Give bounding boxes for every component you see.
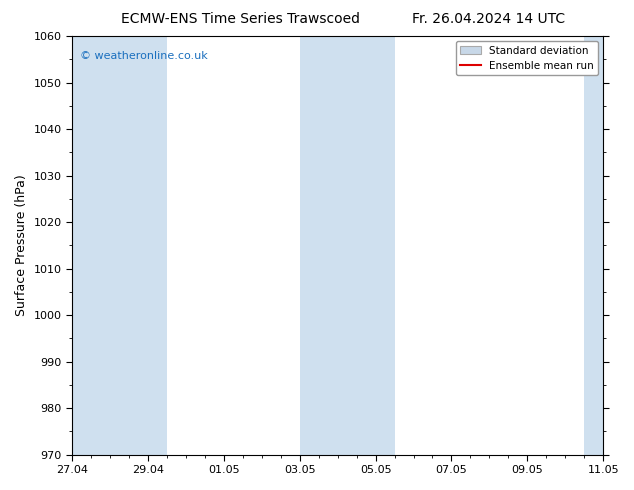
Bar (300, 36, 375, 455)
Bar (584, 36, 603, 455)
Bar (148, 36, 167, 455)
Bar (72, 36, 148, 455)
Y-axis label: Surface Pressure (hPa): Surface Pressure (hPa) (15, 174, 28, 316)
Legend: Standard deviation, Ensemble mean run: Standard deviation, Ensemble mean run (456, 41, 598, 75)
Text: ECMW-ENS Time Series Trawscoed: ECMW-ENS Time Series Trawscoed (122, 12, 360, 26)
Text: © weatheronline.co.uk: © weatheronline.co.uk (80, 51, 208, 61)
Bar (375, 36, 394, 455)
Text: Fr. 26.04.2024 14 UTC: Fr. 26.04.2024 14 UTC (411, 12, 565, 26)
